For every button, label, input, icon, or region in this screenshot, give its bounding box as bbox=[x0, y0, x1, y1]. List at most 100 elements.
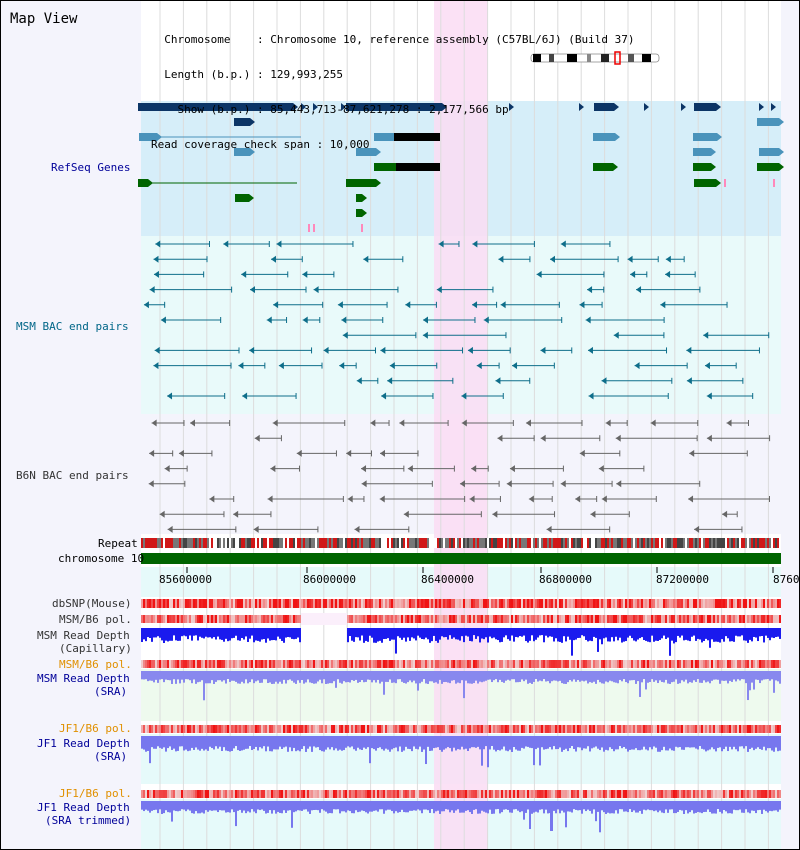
read-depth-bar bbox=[195, 671, 197, 684]
read-depth-bar bbox=[263, 671, 265, 680]
polymorphism-cell bbox=[303, 790, 305, 798]
track-label-refseq-genes[interactable]: RefSeq Genes bbox=[51, 161, 131, 174]
polymorphism-cell bbox=[765, 725, 767, 733]
repeat-segment bbox=[481, 538, 483, 548]
msm-bac-pair-end bbox=[483, 316, 489, 324]
polymorphism-cell bbox=[379, 599, 381, 608]
polymorphism-cell bbox=[179, 615, 181, 623]
polymorphism-cell bbox=[319, 599, 321, 608]
polymorphism-cell bbox=[677, 599, 679, 608]
polymorphism-cell bbox=[679, 790, 681, 798]
track-label-msm-depth-capillary[interactable]: MSM Read Depth bbox=[37, 629, 130, 642]
track-label-chromosome[interactable]: chromosome 10 bbox=[58, 552, 145, 565]
polymorphism-cell bbox=[775, 615, 777, 623]
polymorphism-cell bbox=[761, 615, 763, 623]
polymorphism-cell bbox=[587, 790, 589, 798]
track-label-jf1-b6-pol[interactable]: JF1/B6 pol. bbox=[59, 722, 132, 735]
read-depth-bar bbox=[575, 801, 577, 810]
polymorphism-cell bbox=[211, 725, 213, 733]
polymorphism-cell bbox=[283, 790, 285, 798]
polymorphism-cell bbox=[349, 599, 351, 608]
read-depth-bar bbox=[571, 801, 573, 813]
polymorphism-cell bbox=[633, 725, 635, 733]
polymorphism-cell bbox=[293, 615, 295, 623]
polymorphism-cell bbox=[275, 790, 277, 798]
read-depth-bar bbox=[541, 628, 543, 636]
msm-bac-pair-end bbox=[323, 346, 329, 354]
polymorphism-cell bbox=[611, 725, 613, 733]
polymorphism-cell bbox=[707, 725, 709, 733]
repeat-segment bbox=[593, 538, 595, 548]
read-depth-bar bbox=[487, 671, 489, 680]
polymorphism-cell bbox=[525, 660, 527, 668]
read-depth-bar bbox=[657, 628, 659, 641]
repeat-segment bbox=[723, 538, 725, 548]
polymorphism-cell bbox=[227, 599, 229, 608]
repeat-segment bbox=[429, 538, 431, 548]
read-depth-bar bbox=[585, 736, 587, 749]
polymorphism-cell bbox=[573, 660, 575, 668]
polymorphism-cell bbox=[733, 660, 735, 668]
repeat-segment bbox=[385, 538, 387, 548]
polymorphism-cell bbox=[463, 725, 465, 733]
read-depth-bar bbox=[769, 801, 771, 811]
polymorphism-cell bbox=[183, 790, 185, 798]
polymorphism-cell bbox=[709, 615, 711, 623]
read-depth-bar bbox=[563, 801, 565, 813]
read-depth-bar bbox=[359, 671, 361, 683]
read-depth-bar bbox=[165, 628, 167, 641]
read-depth-bar bbox=[159, 801, 161, 810]
read-depth-bar bbox=[403, 736, 405, 751]
read-depth-bar bbox=[277, 801, 279, 812]
polymorphism-cell bbox=[623, 660, 625, 668]
polymorphism-cell bbox=[625, 599, 627, 608]
read-depth-bar bbox=[277, 671, 279, 684]
read-depth-bar bbox=[307, 801, 309, 812]
polymorphism-cell bbox=[453, 599, 455, 608]
track-label-msm-b6-pol[interactable]: MSM/B6 pol. bbox=[59, 613, 132, 626]
track-label-column bbox=[1, 1, 140, 849]
polymorphism-cell bbox=[757, 615, 759, 623]
read-depth-bar bbox=[429, 628, 431, 643]
polymorphism-cell bbox=[261, 790, 263, 798]
b6n-bac-pair-end bbox=[706, 434, 712, 442]
polymorphism-cell bbox=[349, 615, 351, 623]
polymorphism-cell bbox=[157, 615, 159, 623]
track-label-jf1-depth-sra[interactable]: JF1 Read Depth bbox=[37, 737, 130, 750]
read-depth-bar bbox=[377, 736, 379, 749]
polymorphism-cell bbox=[409, 599, 411, 608]
polymorphism-cell bbox=[593, 599, 595, 608]
track-label-dbsnp[interactable]: dbSNP(Mouse) bbox=[52, 597, 132, 610]
read-depth-bar bbox=[579, 671, 581, 682]
polymorphism-cell bbox=[287, 599, 289, 608]
polymorphism-cell bbox=[509, 725, 511, 733]
track-label-msm-depth-sra[interactable]: MSM Read Depth bbox=[37, 672, 130, 685]
polymorphism-cell bbox=[589, 615, 591, 623]
track-label-b6n-bac[interactable]: B6N BAC end pairs bbox=[16, 469, 129, 482]
read-depth-bar bbox=[201, 801, 203, 813]
repeat-segment bbox=[379, 538, 381, 548]
polymorphism-cell bbox=[739, 790, 741, 798]
polymorphism-cell bbox=[387, 660, 389, 668]
track-label-msm-bac[interactable]: MSM BAC end pairs bbox=[16, 320, 129, 333]
track-label-jf1-b6-pol-trim[interactable]: JF1/B6 pol. bbox=[59, 787, 132, 800]
repeat-segment bbox=[531, 538, 533, 548]
axis-tick-label-5: 87200000 bbox=[656, 573, 709, 586]
track-label-jf1-depth-trim[interactable]: JF1 Read Depth bbox=[37, 801, 130, 814]
polymorphism-cell bbox=[283, 725, 285, 733]
repeat-segment bbox=[263, 538, 265, 548]
polymorphism-cell bbox=[245, 599, 247, 608]
refseq-gene-arrow bbox=[250, 118, 255, 126]
refseq-gene-marker bbox=[301, 103, 306, 111]
read-depth-bar bbox=[369, 671, 371, 680]
polymorphism-cell bbox=[357, 790, 359, 798]
polymorphism-cell bbox=[393, 599, 395, 608]
read-depth-bar bbox=[513, 628, 515, 642]
track-label-repeat[interactable]: Repeat bbox=[98, 537, 138, 550]
read-depth-bar bbox=[487, 736, 489, 768]
track-label-msm-b6-pol-sra[interactable]: MSM/B6 pol. bbox=[59, 658, 132, 671]
polymorphism-cell bbox=[749, 615, 751, 623]
read-depth-bar bbox=[143, 801, 145, 812]
polymorphism-cell bbox=[691, 599, 693, 608]
